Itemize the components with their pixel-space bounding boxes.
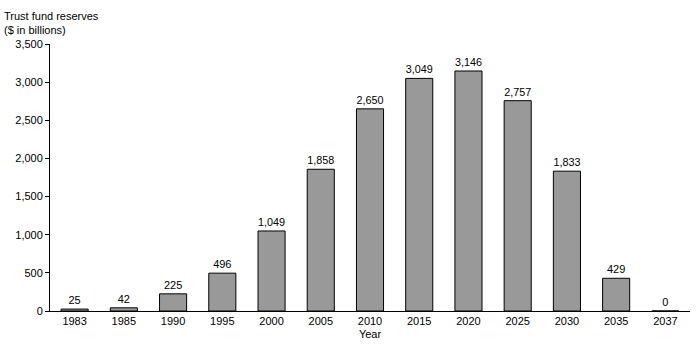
svg-text:Trust fund reserves($ in billi: Trust fund reserves($ in billions) bbox=[4, 10, 99, 36]
svg-text:2020: 2020 bbox=[456, 315, 480, 327]
svg-text:2015: 2015 bbox=[407, 315, 431, 327]
svg-text:225: 225 bbox=[164, 279, 182, 291]
svg-text:2025: 2025 bbox=[505, 315, 529, 327]
svg-text:1983: 1983 bbox=[62, 315, 86, 327]
svg-text:3,049: 3,049 bbox=[406, 63, 433, 75]
svg-text:0: 0 bbox=[37, 305, 43, 317]
svg-text:2010: 2010 bbox=[358, 315, 382, 327]
svg-text:1995: 1995 bbox=[210, 315, 234, 327]
svg-text:2,757: 2,757 bbox=[504, 86, 531, 98]
svg-text:1,833: 1,833 bbox=[553, 156, 580, 168]
svg-text:500: 500 bbox=[24, 267, 42, 279]
svg-text:42: 42 bbox=[118, 293, 130, 305]
svg-text:2005: 2005 bbox=[309, 315, 333, 327]
svg-text:2030: 2030 bbox=[555, 315, 579, 327]
svg-text:1,000: 1,000 bbox=[15, 229, 43, 241]
svg-text:1990: 1990 bbox=[161, 315, 185, 327]
svg-text:3,146: 3,146 bbox=[455, 56, 482, 68]
svg-text:2,650: 2,650 bbox=[356, 94, 383, 106]
svg-text:496: 496 bbox=[213, 258, 231, 270]
svg-text:3,000: 3,000 bbox=[15, 76, 43, 88]
svg-text:1,049: 1,049 bbox=[258, 216, 285, 228]
svg-text:2035: 2035 bbox=[604, 315, 628, 327]
svg-text:2,000: 2,000 bbox=[15, 152, 43, 164]
svg-text:0: 0 bbox=[662, 296, 668, 308]
svg-text:Year: Year bbox=[359, 328, 382, 340]
svg-text:1985: 1985 bbox=[112, 315, 136, 327]
svg-text:1,858: 1,858 bbox=[307, 154, 334, 166]
svg-text:2000: 2000 bbox=[259, 315, 283, 327]
svg-text:3,500: 3,500 bbox=[15, 38, 43, 50]
svg-text:2037: 2037 bbox=[653, 315, 677, 327]
svg-text:2,500: 2,500 bbox=[15, 114, 43, 126]
svg-text:429: 429 bbox=[607, 263, 625, 275]
svg-text:25: 25 bbox=[68, 294, 80, 306]
svg-text:1,500: 1,500 bbox=[15, 190, 43, 202]
